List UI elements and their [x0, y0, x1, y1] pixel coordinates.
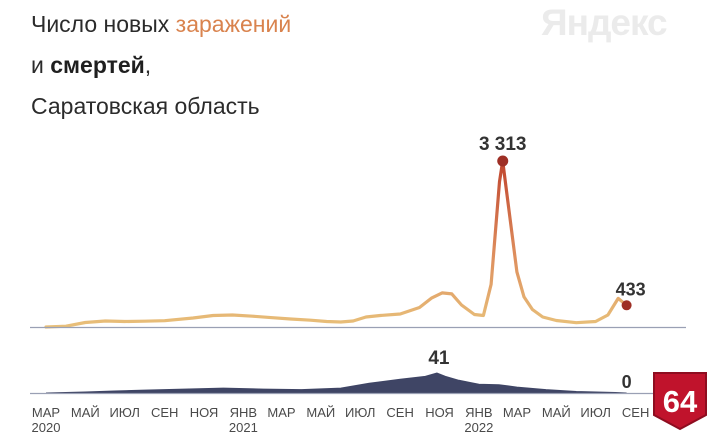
cases-last-label: 433	[616, 279, 646, 299]
title-text: Число новых	[31, 11, 176, 37]
title-text: ,	[144, 52, 152, 78]
x-tick-label: ЯНВ	[230, 405, 257, 420]
x-tick-label: НОЯ	[425, 405, 454, 420]
cases-last-marker	[621, 300, 632, 311]
chart-title: Число новых заражений и смертей, Саратов…	[31, 4, 291, 127]
x-tick-label: МАР	[503, 405, 531, 420]
deaths-peak-label: 41	[428, 348, 450, 369]
x-tick-label: МАЙ	[71, 405, 100, 420]
x-tick-label: ИЮЛ	[109, 405, 139, 420]
deaths-last-label: 0	[622, 372, 632, 392]
cases-peak-label: 3 313	[479, 134, 527, 155]
region-64-badge: 64	[653, 372, 707, 431]
x-tick-year: 2021	[229, 420, 258, 435]
yandex-watermark: Яндекс	[541, 2, 668, 43]
x-tick-year: 2022	[464, 420, 493, 435]
title-deaths-word: смертей	[50, 52, 145, 78]
x-tick-label: ИЮЛ	[345, 405, 375, 420]
x-tick-label: МАЙ	[542, 405, 571, 420]
cases-peak-marker	[497, 155, 509, 167]
title-text: и	[31, 52, 51, 78]
x-tick-label: МАР	[267, 405, 295, 420]
x-tick-label: ИЮЛ	[580, 405, 610, 420]
x-tick-year: 2020	[32, 420, 61, 435]
x-tick-label: НОЯ	[190, 405, 219, 420]
x-tick-label: ЯНВ	[465, 405, 492, 420]
title-cases-word: заражений	[175, 11, 292, 37]
x-tick-label: СЕН	[386, 405, 413, 420]
deaths-area	[45, 372, 627, 394]
x-tick-label: МАЙ	[306, 405, 335, 420]
badge-number: 64	[663, 384, 698, 419]
x-tick-label: СЕН	[151, 405, 178, 420]
cases-line	[44, 159, 629, 329]
title-line-2: и смертей,	[31, 45, 291, 86]
title-line-1: Число новых заражений	[31, 4, 291, 45]
x-tick-label: СЕН	[622, 405, 649, 420]
title-region: Саратовская область	[31, 93, 260, 119]
x-tick-label: МАР	[32, 405, 60, 420]
